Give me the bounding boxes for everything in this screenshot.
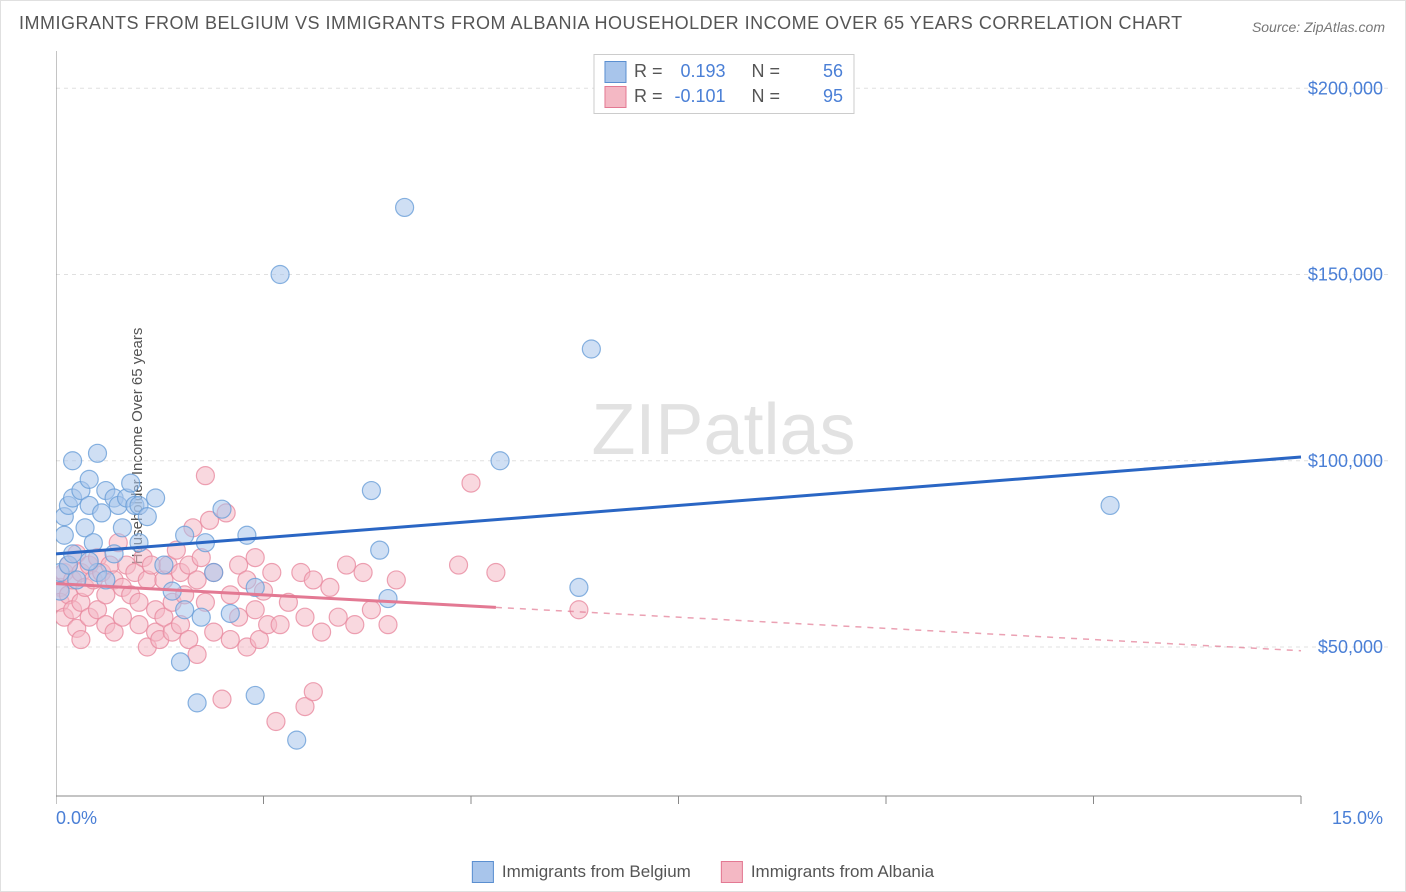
swatch-belgium [472, 861, 494, 883]
svg-text:15.0%: 15.0% [1332, 808, 1383, 828]
stats-legend-box: R = 0.193 N = 56 R = -0.101 N = 95 [593, 54, 854, 114]
svg-text:0.0%: 0.0% [56, 808, 97, 828]
source-citation: Source: ZipAtlas.com [1252, 19, 1385, 35]
n-label: N = [752, 84, 781, 109]
n-label: N = [752, 59, 781, 84]
scatter-chart: $50,000 $100,000 $150,000 $200,000 0.0% 15.0% [56, 51, 1391, 841]
bottom-legend: Immigrants from Belgium Immigrants from … [472, 861, 934, 883]
stats-row-belgium: R = 0.193 N = 56 [604, 59, 843, 84]
n-value-belgium: 56 [788, 59, 843, 84]
svg-text:$150,000: $150,000 [1308, 265, 1383, 285]
stats-row-albania: R = -0.101 N = 95 [604, 84, 843, 109]
r-label: R = [634, 84, 663, 109]
r-label: R = [634, 59, 663, 84]
svg-text:$50,000: $50,000 [1318, 637, 1383, 657]
swatch-albania [604, 86, 626, 108]
r-value-albania: -0.101 [671, 84, 726, 109]
legend-item-albania: Immigrants from Albania [721, 861, 934, 883]
n-value-albania: 95 [788, 84, 843, 109]
legend-label-belgium: Immigrants from Belgium [502, 862, 691, 882]
chart-title: IMMIGRANTS FROM BELGIUM VS IMMIGRANTS FR… [19, 13, 1183, 34]
chart-container: IMMIGRANTS FROM BELGIUM VS IMMIGRANTS FR… [0, 0, 1406, 892]
svg-text:$100,000: $100,000 [1308, 451, 1383, 471]
plot-area: $50,000 $100,000 $150,000 $200,000 0.0% 15.0%… [56, 51, 1391, 841]
legend-item-belgium: Immigrants from Belgium [472, 861, 691, 883]
swatch-belgium [604, 61, 626, 83]
r-value-belgium: 0.193 [671, 59, 726, 84]
legend-label-albania: Immigrants from Albania [751, 862, 934, 882]
svg-text:$200,000: $200,000 [1308, 78, 1383, 98]
swatch-albania [721, 861, 743, 883]
